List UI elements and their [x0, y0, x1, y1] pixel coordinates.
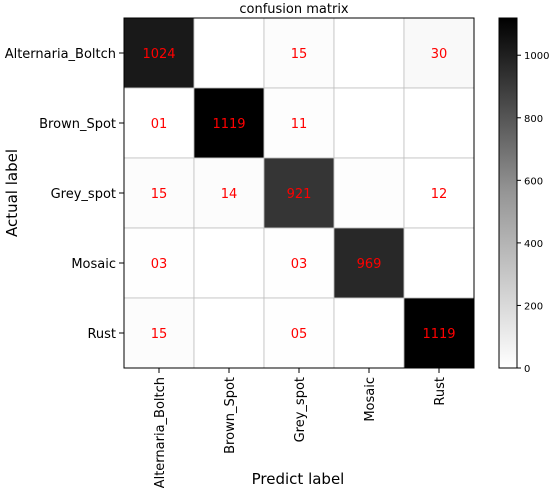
- y-tick-label: Rust: [87, 327, 116, 342]
- y-tick-label: Grey_spot: [51, 187, 116, 202]
- cell-value-label: 1119: [422, 327, 455, 342]
- matrix-cell: [333, 87, 405, 159]
- colorbar-tick-label: 1000: [524, 51, 549, 62]
- x-tick-label: Mosaic: [363, 377, 378, 422]
- cell-value-label: 15: [151, 327, 168, 342]
- x-tick-label: Brown_Spot: [223, 377, 238, 454]
- matrix-cell: [333, 157, 405, 229]
- matrix-cell: [193, 297, 265, 369]
- cell-value-label: 921: [287, 187, 312, 202]
- cell-value-label: 30: [431, 47, 448, 62]
- matrix-cell: [193, 17, 265, 89]
- matrix-cell: [263, 297, 335, 369]
- colorbar-tick-label: 200: [524, 301, 543, 312]
- cell-value-label: 01: [151, 117, 168, 132]
- cell-value-label: 15: [291, 47, 308, 62]
- matrix-cell: [263, 157, 335, 229]
- colorbar-tick-label: 800: [524, 114, 543, 125]
- matrix-cell: [263, 87, 335, 159]
- cell-value-label: 11: [291, 117, 308, 132]
- matrix-cell: [123, 17, 195, 89]
- cell-value-label: 03: [151, 257, 168, 272]
- colorbar-tick-label: 400: [524, 239, 543, 250]
- cell-value-label: 15: [151, 187, 168, 202]
- x-tick-label: Rust: [433, 377, 448, 406]
- x-axis-ticks: Alternaria_Boltch Brown_Spot Grey_spot Mosa…: [153, 368, 448, 488]
- matrix-cell: [193, 227, 265, 299]
- matrix-cell: [403, 17, 475, 89]
- matrix-cell: [123, 297, 195, 369]
- x-tick-label: Alternaria_Boltch: [153, 377, 168, 488]
- matrix-cell: [403, 157, 475, 229]
- matrix-cell: [333, 17, 405, 89]
- chart-title: confusion matrix: [239, 2, 349, 17]
- colorbar-tick-label: 600: [524, 176, 543, 187]
- cell-value-label: 14: [221, 187, 238, 202]
- matrix-cell: [333, 297, 405, 369]
- x-tick-label: Grey_spot: [293, 377, 308, 442]
- colorbar-tick-label: 0: [524, 364, 530, 375]
- matrix-cell: [333, 227, 405, 299]
- y-axis-label: Actual label: [3, 149, 21, 237]
- matrix-cell-labels: 1024 15 30 01 1119 11 15 14 921 12 03 03 969 15 05 1119: [142, 47, 455, 342]
- y-tick-label: Mosaic: [71, 257, 116, 272]
- matrix-cell: [403, 227, 475, 299]
- y-axis-ticks: Alternaria_Boltch Brown_Spot Grey_spot Mosa…: [5, 47, 124, 342]
- colorbar: [498, 17, 518, 369]
- cell-value-label: 05: [291, 327, 308, 342]
- matrix-cell: [263, 227, 335, 299]
- x-axis-label: Predict label: [252, 470, 345, 488]
- matrix-cell: [123, 87, 195, 159]
- y-tick-label: Brown_Spot: [39, 117, 116, 132]
- colorbar-ticks: 0 200 400 600 800 1000: [517, 51, 549, 375]
- matrix-cell: [403, 297, 475, 369]
- cell-value-label: 03: [291, 257, 308, 272]
- cell-value-label: 12: [431, 187, 448, 202]
- matrix-cell: [193, 157, 265, 229]
- cell-value-label: 1024: [142, 47, 175, 62]
- matrix-cells: [123, 17, 475, 369]
- y-tick-label: Alternaria_Boltch: [5, 47, 116, 62]
- cell-value-label: 969: [357, 257, 382, 272]
- matrix-cell: [403, 87, 475, 159]
- cell-value-label: 1119: [212, 117, 245, 132]
